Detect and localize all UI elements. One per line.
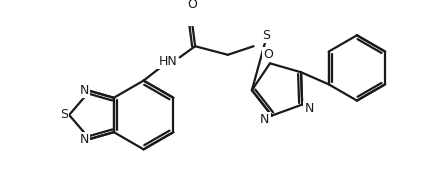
Text: N: N xyxy=(260,113,269,126)
Text: N: N xyxy=(304,102,314,115)
Text: HN: HN xyxy=(158,55,177,68)
Text: N: N xyxy=(80,84,89,96)
Text: O: O xyxy=(263,48,273,61)
Text: N: N xyxy=(80,133,89,146)
Text: O: O xyxy=(187,0,197,11)
Text: S: S xyxy=(262,29,270,41)
Text: S: S xyxy=(60,108,68,121)
